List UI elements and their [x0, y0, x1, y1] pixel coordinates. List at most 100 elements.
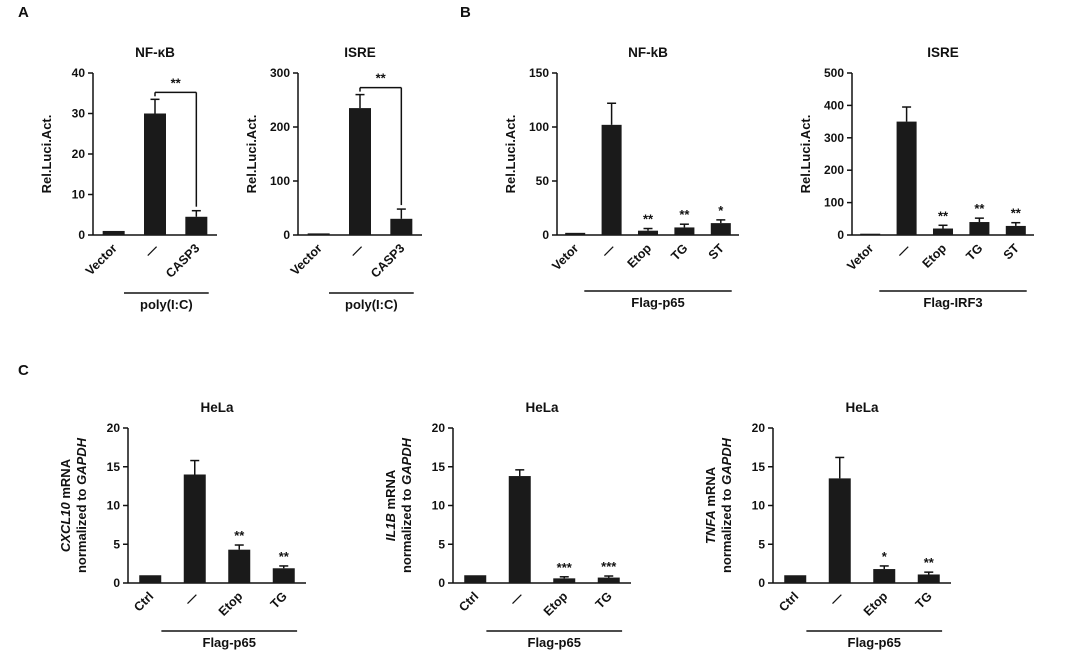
y-axis-label: IL1B mRNA — [383, 469, 398, 541]
y-tick-label: 100 — [270, 174, 290, 188]
y-tick-label: 15 — [752, 460, 766, 474]
y-tick-label: 0 — [283, 228, 290, 242]
x-tick-label: — — [142, 241, 161, 260]
y-tick-label: 10 — [107, 499, 121, 513]
group-label: Flag-p65 — [848, 635, 901, 650]
x-tick-label: ST — [706, 241, 727, 262]
y-tick-label: 20 — [107, 421, 121, 435]
bar — [307, 233, 330, 235]
bar — [784, 575, 807, 583]
chart-b-isre: ISRE 0 100 200 300 400 500 Rel.Luci.Act. Vetor — *… — [790, 18, 1050, 338]
chart-c-cxcl10: HeLa 0 5 10 15 20 CXCL10 mRNA normalized to GAP… — [50, 380, 330, 655]
y-axis-label: normalized to GAPDH — [719, 437, 734, 573]
significance-stars: ** — [679, 207, 690, 222]
y-axis-label: CXCL10 mRNA — [58, 458, 73, 552]
group-label: Flag-IRF3 — [923, 295, 982, 310]
bar — [183, 474, 206, 583]
y-tick-label: 0 — [837, 228, 844, 242]
significance-stars: ** — [643, 212, 654, 227]
bar — [228, 549, 251, 583]
y-axis-label: Rel.Luci.Act. — [39, 115, 54, 194]
chart-a-nfkb: NF-κB 0 10 20 30 40 Rel.Luci.Act. Vector — CASP3 *… — [35, 18, 235, 338]
bar-chart-svg: NF-κB 0 10 20 30 40 Rel.Luci.Act. Vector — CASP3 *… — [39, 45, 217, 312]
bar — [1005, 225, 1026, 235]
chart-title: HeLa — [845, 400, 879, 415]
significance-stars: ** — [924, 555, 935, 570]
significance-stars: * — [718, 203, 724, 218]
significance-stars: ** — [279, 549, 290, 564]
y-axis-label: TNFA mRNA — [703, 466, 718, 544]
y-tick-label: 10 — [752, 499, 766, 513]
y-tick-label: 0 — [542, 228, 549, 242]
chart-title: HeLa — [200, 400, 234, 415]
chart-title: NF-κB — [135, 45, 175, 60]
y-axis-label: Rel.Luci.Act. — [798, 115, 813, 194]
bar — [185, 216, 208, 235]
bar — [102, 230, 125, 235]
bar — [349, 108, 371, 235]
x-tick-label: — — [347, 241, 366, 260]
significance-stars: ** — [171, 75, 182, 90]
group-label: Flag-p65 — [203, 635, 256, 650]
chart-c-il1b: HeLa 0 5 10 15 20 IL1B mRNA normalized to GAPDH… — [375, 380, 655, 655]
bar — [896, 121, 917, 235]
x-tick-label: TG — [963, 241, 985, 263]
significance-stars: *** — [557, 560, 573, 575]
bar-chart-svg: HeLa 0 5 10 15 20 TNFA mRNA normalized to GAPDH… — [703, 400, 951, 650]
group-label: poly(I:C) — [345, 297, 398, 312]
chart-title: NF-kB — [628, 45, 668, 60]
y-tick-label: 200 — [824, 163, 844, 177]
x-tick-label: Etop — [541, 589, 571, 619]
y-axis-label: Rel.Luci.Act. — [244, 115, 259, 194]
bar — [553, 578, 576, 583]
x-tick-label: TG — [668, 241, 690, 263]
significance-stars: *** — [601, 559, 617, 574]
y-tick-label: 20 — [432, 421, 446, 435]
bar — [597, 577, 620, 583]
x-tick-label: — — [182, 589, 201, 608]
y-axis-label: normalized to GAPDH — [74, 437, 89, 573]
x-tick-label: — — [827, 589, 846, 608]
y-axis-label: normalized to GAPDH — [399, 437, 414, 573]
panel-label-b: B — [460, 4, 471, 21]
y-tick-label: 40 — [72, 66, 86, 80]
x-tick-label: Etop — [861, 589, 891, 619]
y-tick-label: 400 — [824, 98, 844, 112]
chart-b-nfkb: NF-kB 0 50 100 150 Rel.Luci.Act. Vetor — ** Etop *… — [495, 18, 755, 338]
x-tick-label: Etop — [920, 241, 950, 271]
x-tick-label: — — [507, 589, 526, 608]
bar — [932, 228, 954, 235]
group-label: Flag-p65 — [631, 295, 684, 310]
bar — [601, 124, 622, 235]
y-tick-label: 5 — [438, 537, 445, 551]
significance-stars: * — [882, 549, 888, 564]
x-tick-label: Vector — [83, 241, 120, 278]
y-tick-label: 100 — [529, 120, 549, 134]
significance-stars: ** — [376, 71, 387, 86]
significance-stars: ** — [974, 201, 985, 216]
y-tick-label: 200 — [270, 120, 290, 134]
x-tick-label: Ctrl — [131, 589, 156, 614]
x-tick-label: Ctrl — [456, 589, 481, 614]
bar — [508, 476, 531, 583]
bar — [828, 478, 851, 583]
y-tick-label: 10 — [72, 188, 86, 202]
bar-chart-svg: NF-kB 0 50 100 150 Rel.Luci.Act. Vetor — ** Etop *… — [503, 45, 739, 310]
group-label: poly(I:C) — [140, 297, 193, 312]
y-tick-label: 50 — [536, 174, 550, 188]
panel-label-c: C — [18, 362, 29, 379]
y-tick-label: 0 — [78, 228, 85, 242]
bar — [464, 575, 487, 583]
x-tick-label: CASP3 — [368, 241, 407, 280]
bar — [860, 233, 881, 235]
x-tick-label: ST — [1001, 241, 1022, 262]
y-tick-label: 5 — [758, 537, 765, 551]
bar — [873, 569, 896, 583]
x-tick-label: Etop — [216, 589, 246, 619]
bar-chart-svg: ISRE 0 100 200 300 Rel.Luci.Act. Vector — CASP3 *… — [244, 45, 422, 312]
y-tick-label: 15 — [107, 460, 121, 474]
x-tick-label: Vector — [288, 241, 325, 278]
y-tick-label: 150 — [529, 66, 549, 80]
y-tick-label: 20 — [752, 421, 766, 435]
y-tick-label: 0 — [438, 576, 445, 590]
